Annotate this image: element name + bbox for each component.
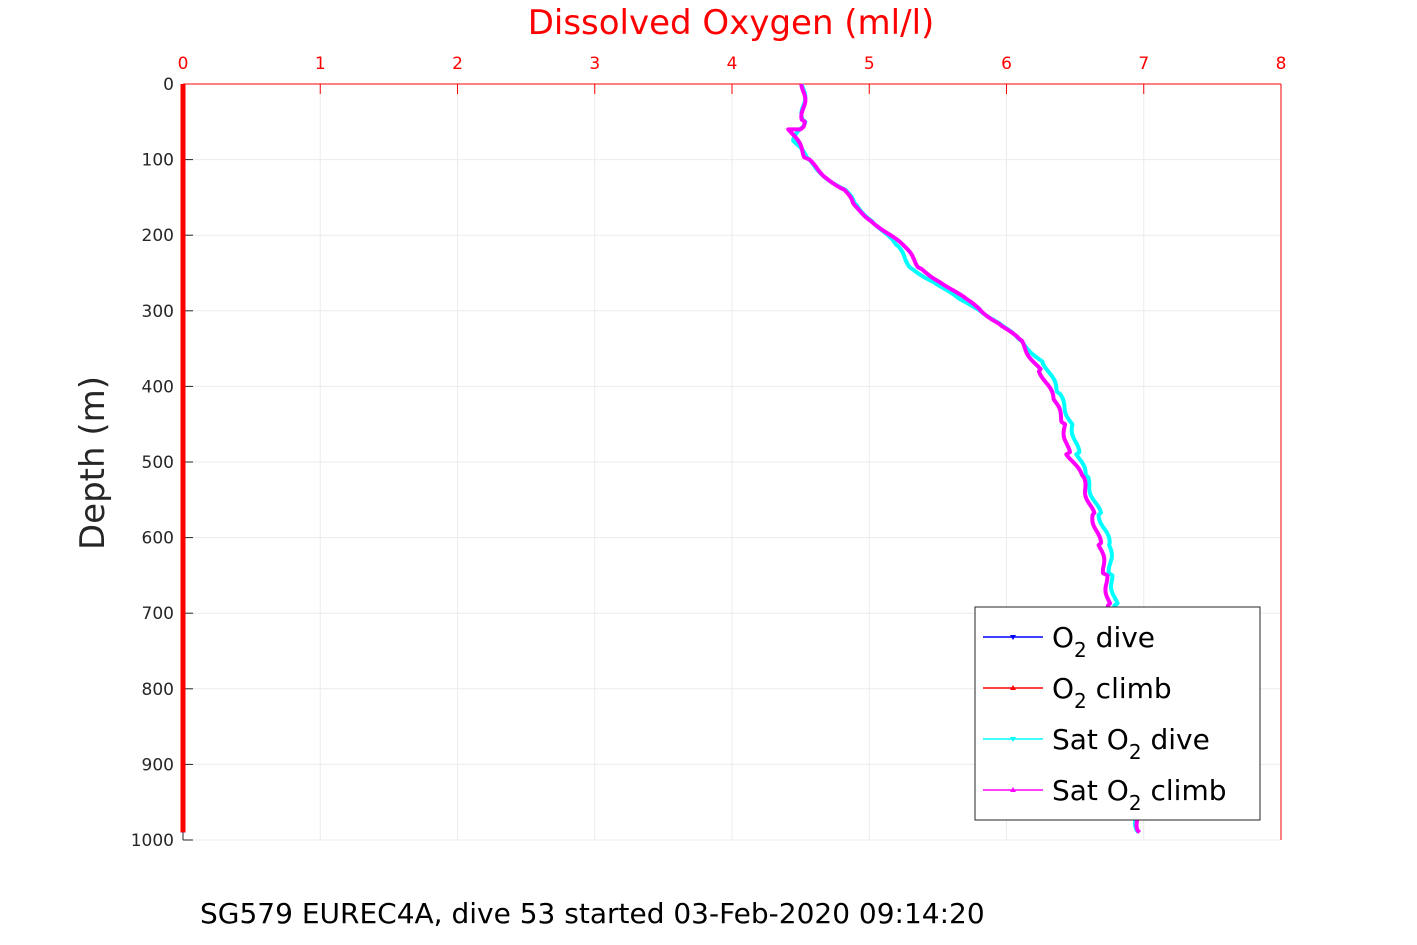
- grid-lines: [182, 83, 1282, 841]
- legend-box: [974, 606, 1261, 821]
- legend-label: Sat O2 dive: [1052, 723, 1210, 764]
- legend-marker: [1010, 635, 1016, 640]
- y-tick-label: 600: [142, 529, 174, 549]
- y-tick-label: 300: [142, 302, 174, 322]
- x-tick-label: 1: [315, 54, 326, 74]
- legend-label: Sat O2 climb: [1052, 774, 1227, 815]
- y-tick-label: 100: [142, 151, 174, 171]
- legend-marker: [1010, 737, 1016, 742]
- x-tick-label: 3: [589, 54, 600, 74]
- x-tick-label: 5: [864, 54, 875, 74]
- y-tick-label: 0: [163, 75, 174, 95]
- y-tick-labels: 0 100 200 300 400 500 600 700 800 900 1000: [131, 75, 174, 851]
- legend-label: O2 climb: [1052, 672, 1172, 713]
- plot-caption: SG579 EUREC4A, dive 53 started 03-Feb-20…: [200, 897, 985, 930]
- chart-title: Dissolved Oxygen (ml/l): [528, 3, 935, 43]
- y-tick-label: 500: [142, 453, 174, 473]
- x-tick-label: 2: [452, 54, 463, 74]
- y-tick-label: 400: [142, 377, 174, 397]
- x-tick-label: 7: [1138, 54, 1149, 74]
- y-axis-label: Depth (m): [73, 376, 113, 550]
- y-tick-label: 1000: [131, 831, 174, 851]
- y-tick-label: 700: [142, 604, 174, 624]
- x-tick-label: 6: [1001, 54, 1012, 74]
- y-tick-label: 200: [142, 226, 174, 246]
- legend: O2 dive O2 climb Sat O2 dive Sat O2 climb: [974, 606, 1261, 821]
- y-tick-label: 800: [142, 680, 174, 700]
- x-tick-label: 8: [1276, 54, 1287, 74]
- y-tick-label: 900: [142, 755, 174, 775]
- x-tick-label: 4: [727, 54, 738, 74]
- x-tick-label: 0: [178, 54, 189, 74]
- legend-marker: [1010, 787, 1016, 792]
- legend-label: O2 dive: [1052, 621, 1155, 662]
- legend-marker: [1010, 685, 1016, 690]
- x-tick-labels: 0 1 2 3 4 5 6 7 8: [178, 54, 1287, 74]
